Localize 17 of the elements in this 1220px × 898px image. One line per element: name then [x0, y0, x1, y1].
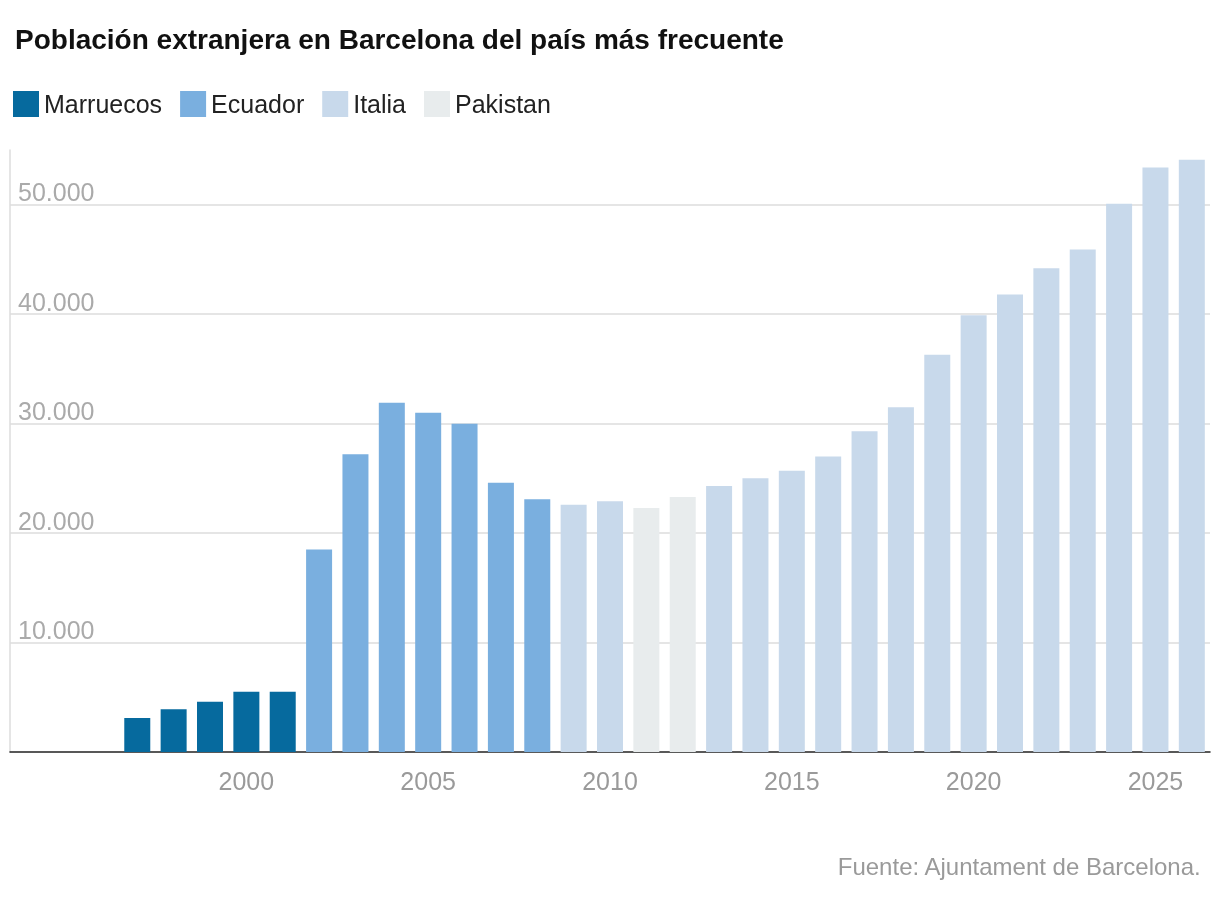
x-tick-label: 2015	[764, 766, 820, 795]
legend-label: Italia	[353, 90, 407, 118]
source-note: Fuente: Ajuntament de Barcelona.	[837, 852, 1201, 880]
y-tick-label: 50.000	[18, 178, 95, 207]
y-tick-label: 20.000	[18, 506, 95, 535]
y-tick-label: 40.000	[18, 287, 95, 316]
x-tick-label: 2025	[1127, 766, 1184, 795]
x-tick-label: 2010	[582, 766, 638, 795]
chart-title: Población extranjera en Barcelona del país más frecuente	[15, 23, 784, 55]
x-tick-label: 2005	[400, 766, 456, 795]
legend-label: Marruecos	[44, 90, 163, 118]
legend-label: Ecuador	[211, 90, 305, 118]
y-tick-label: 30.000	[18, 397, 95, 426]
x-tick-label: 2020	[945, 766, 1002, 795]
legend-label: Pakistan	[455, 90, 551, 118]
y-tick-label: 10.000	[18, 616, 95, 645]
x-tick-label: 2000	[218, 766, 275, 795]
